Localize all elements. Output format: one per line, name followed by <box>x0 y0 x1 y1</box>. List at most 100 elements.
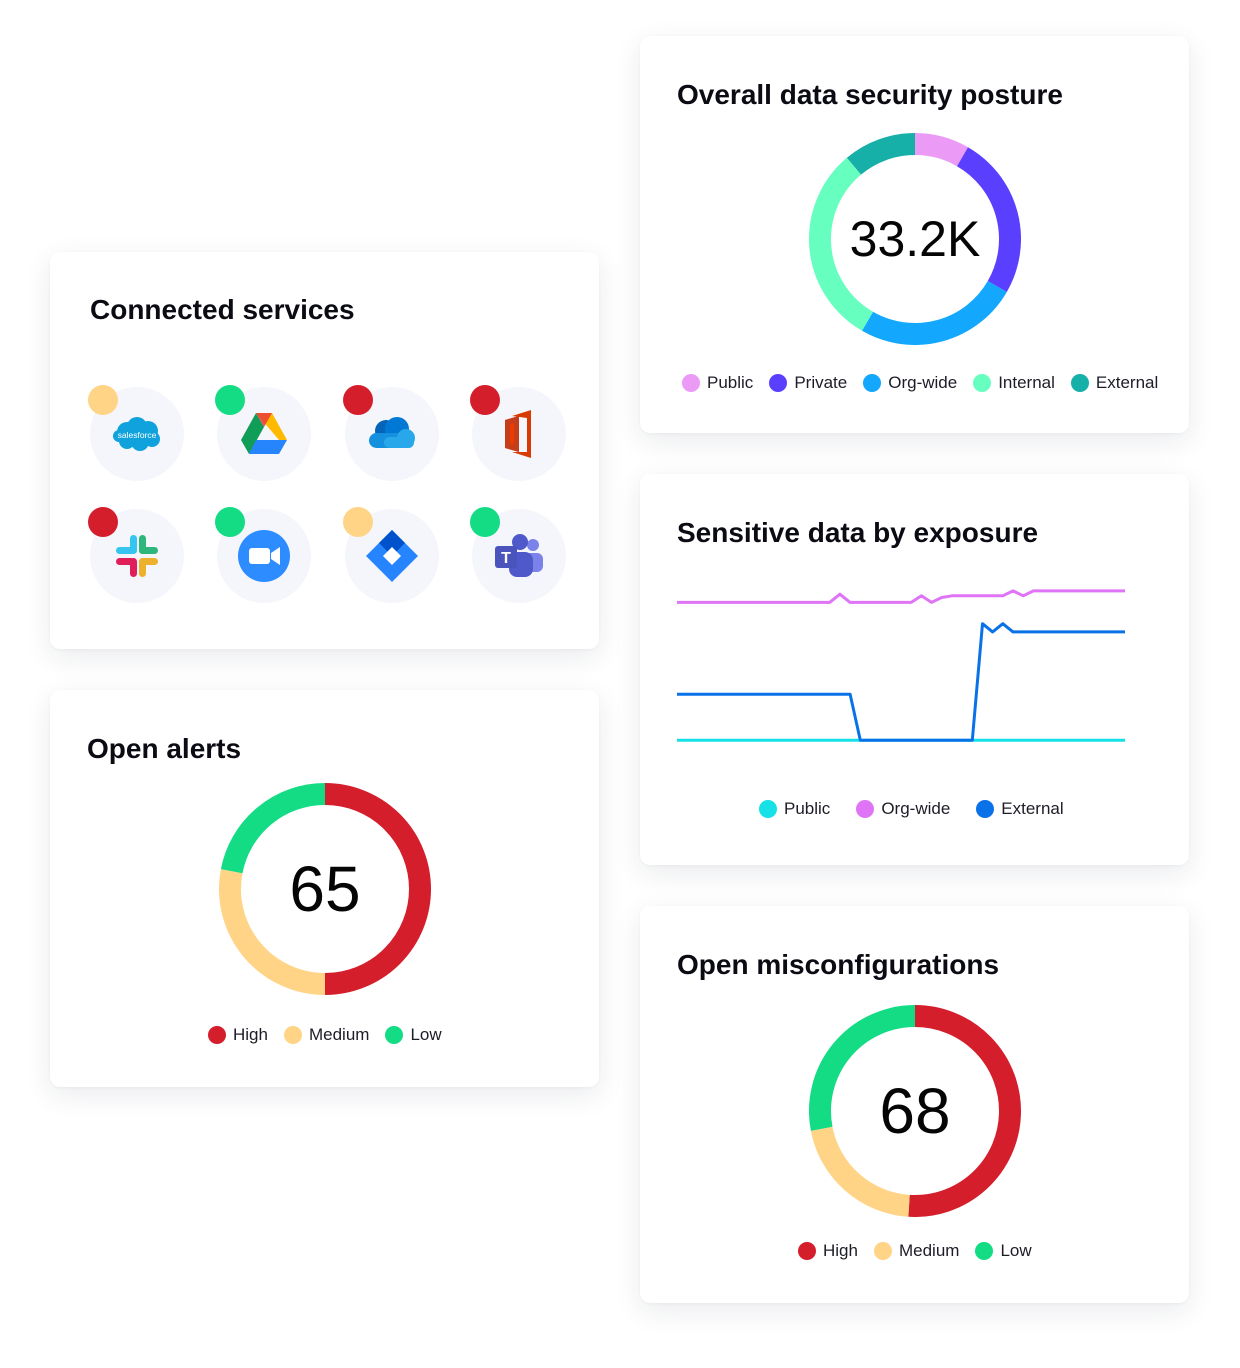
open-alerts-card: Open alerts 65 High Medium Low <box>50 690 599 1087</box>
donut-slice-medium <box>219 869 326 995</box>
service-slack[interactable] <box>88 507 184 603</box>
legend-label: Public <box>707 373 754 392</box>
legend-label: Private <box>794 373 848 392</box>
status-dot <box>215 507 245 537</box>
microsoft-teams-icon: T <box>495 534 543 577</box>
status-dot <box>470 507 500 537</box>
legend-label: Public <box>784 799 831 818</box>
card-title: Open alerts <box>87 733 242 764</box>
legend-item-external: External <box>976 799 1064 819</box>
legend-item-private: Private <box>769 373 847 393</box>
donut-slice-external <box>846 133 916 175</box>
legend-label: Low <box>410 1025 442 1044</box>
service-zoom[interactable] <box>215 507 311 603</box>
posture-donut-chart: 33.2K <box>809 133 1021 345</box>
zoom-icon <box>238 530 290 582</box>
data-security-posture-card: Overall data security posture 33.2K Publ… <box>640 36 1189 433</box>
service-onedrive[interactable] <box>343 385 439 481</box>
status-dot <box>88 507 118 537</box>
legend-label: Medium <box>308 1025 370 1044</box>
legend-item-high: High <box>208 1025 268 1045</box>
legend-dot <box>973 374 992 392</box>
posture-legend: Public Private Org-wide Internal External <box>682 373 1158 393</box>
legend-item-public: Public <box>682 373 753 393</box>
exposure-line-chart <box>677 589 1125 742</box>
legend-label: Internal <box>998 373 1055 392</box>
alerts-donut-chart: 65 <box>219 783 431 995</box>
status-dot <box>343 385 373 415</box>
legend-label: Low <box>1000 1241 1032 1260</box>
legend-dot <box>798 1242 816 1260</box>
google-drive-icon <box>241 413 287 454</box>
legend-dot <box>1070 374 1089 392</box>
legend-label: Org-wide <box>881 799 951 818</box>
card-title: Overall data security posture <box>677 79 1063 110</box>
teams-letter: T <box>501 550 511 567</box>
legend-item-medium: Medium <box>283 1025 370 1045</box>
legend-dot <box>863 374 882 392</box>
legend-label: Medium <box>898 1241 960 1260</box>
misconfig-donut-chart: 68 <box>809 1005 1021 1217</box>
legend-dot <box>856 800 875 818</box>
legend-item-external: External <box>1070 373 1159 393</box>
legend-label: High <box>233 1025 268 1044</box>
donut-slice-medium <box>810 1126 911 1217</box>
service-microsoft-office[interactable] <box>470 385 566 481</box>
donut-slice-internal <box>809 157 874 331</box>
legend-item-high: High <box>798 1241 858 1261</box>
card-title: Open misconfigurations <box>677 949 1000 980</box>
salesforce-wordmark: salesforce <box>118 430 157 440</box>
alerts-total: 65 <box>289 853 361 925</box>
legend-item-public: Public <box>759 799 830 819</box>
legend-item-low: Low <box>385 1025 442 1045</box>
legend-item-internal: Internal <box>973 373 1055 393</box>
donut-slice-low <box>220 783 326 874</box>
salesforce-icon: salesforce <box>113 417 160 451</box>
legend-dot <box>873 1242 892 1260</box>
misconfig-legend: High Medium Low <box>798 1241 1032 1261</box>
open-misconfigurations-card: Open misconfigurations 68 High Medium Low <box>640 906 1189 1303</box>
service-jira[interactable] <box>343 507 439 603</box>
series-line-org-wide <box>677 589 1125 604</box>
status-dot <box>88 385 118 415</box>
sensitive-data-exposure-card: Sensitive data by exposure Public Org-wid… <box>640 474 1189 865</box>
service-salesforce[interactable]: salesforce <box>88 385 184 481</box>
donut-slice-org-wide <box>862 280 1007 345</box>
legend-item-org-wide: Org-wide <box>856 799 950 819</box>
legend-label: High <box>823 1241 858 1260</box>
legend-label: Org-wide <box>888 373 958 392</box>
misconfig-total: 68 <box>879 1075 951 1147</box>
status-dot <box>470 385 500 415</box>
legend-label: External <box>1095 373 1159 392</box>
donut-slice-private <box>956 147 1021 292</box>
series-line-external <box>677 622 1125 742</box>
exposure-legend: Public Org-wide External <box>759 799 1064 819</box>
legend-dot <box>976 800 995 818</box>
legend-item-low: Low <box>975 1241 1032 1261</box>
donut-slice-public <box>914 133 968 167</box>
legend-dot <box>283 1026 302 1044</box>
slack-icon <box>116 535 158 577</box>
service-microsoft-teams[interactable]: T <box>470 507 566 603</box>
status-dot <box>215 385 245 415</box>
posture-total: 33.2K <box>849 211 981 267</box>
donut-slice-high <box>324 783 431 995</box>
service-google-drive[interactable] <box>215 385 311 481</box>
legend-dot <box>975 1242 994 1260</box>
alerts-legend: High Medium Low <box>208 1025 442 1045</box>
donut-slice-high <box>908 1005 1021 1217</box>
card-title: Sensitive data by exposure <box>677 517 1039 548</box>
legend-dot <box>682 374 700 392</box>
legend-label: External <box>1001 799 1064 818</box>
connected-services-card: Connected services salesforce <box>50 252 599 649</box>
legend-dot <box>385 1026 404 1044</box>
legend-dot <box>769 374 788 392</box>
legend-item-org-wide: Org-wide <box>863 373 957 393</box>
microsoft-office-icon <box>505 410 531 458</box>
legend-dot <box>208 1026 226 1044</box>
jira-icon <box>366 530 418 582</box>
onedrive-icon <box>369 417 415 448</box>
legend-dot <box>759 800 777 818</box>
donut-slice-low <box>809 1005 916 1131</box>
card-title: Connected services <box>90 294 355 325</box>
